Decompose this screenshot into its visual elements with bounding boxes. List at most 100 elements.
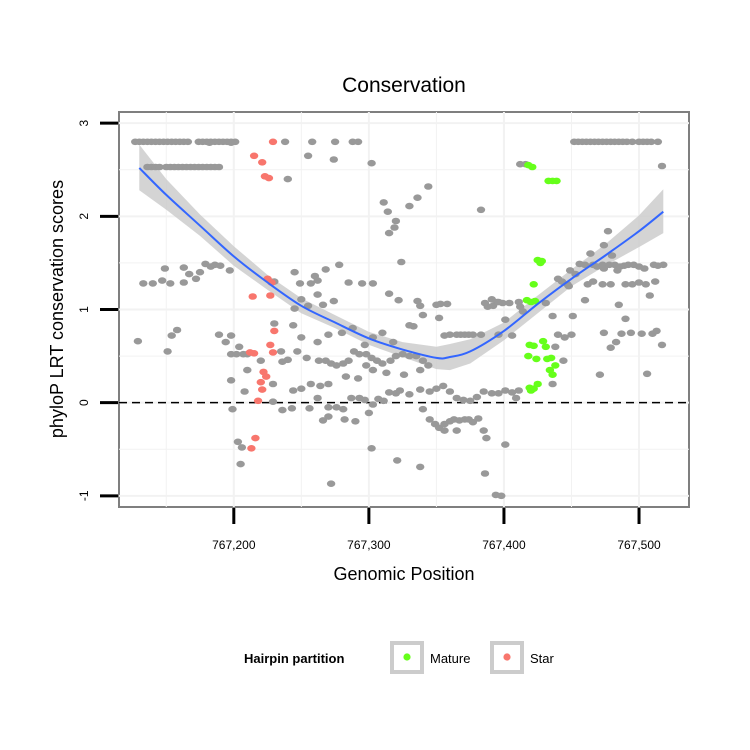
point-other	[283, 175, 292, 183]
point-other	[316, 382, 325, 390]
legend: Hairpin partition Mature Star	[244, 641, 555, 674]
point-other	[276, 348, 286, 355]
point-other	[360, 396, 369, 404]
point-other	[185, 270, 194, 278]
point-other	[494, 390, 503, 397]
point-other	[225, 267, 234, 274]
point-other	[332, 362, 341, 369]
point-other	[139, 280, 148, 287]
point-other	[133, 337, 143, 345]
point-other	[339, 405, 348, 413]
point-other	[416, 366, 425, 374]
point-other	[293, 348, 302, 355]
point-other	[476, 206, 486, 214]
point-other	[321, 266, 330, 273]
point-other	[172, 326, 182, 334]
point-other	[236, 460, 245, 468]
point-mature	[529, 342, 538, 350]
point-other	[166, 280, 175, 287]
point-other	[214, 331, 224, 339]
point-other	[393, 457, 402, 464]
point-other	[514, 387, 523, 394]
point-other	[637, 330, 646, 338]
point-other	[216, 262, 225, 270]
point-mature	[533, 380, 542, 388]
point-other	[389, 338, 398, 346]
point-other	[416, 302, 425, 310]
point-other	[571, 270, 580, 278]
point-other	[634, 279, 644, 286]
point-other	[289, 322, 298, 329]
x-tick-label: 767,200	[212, 538, 256, 552]
point-other	[548, 380, 557, 388]
legend-label-mature: Mature	[430, 651, 470, 666]
point-other	[568, 312, 577, 320]
point-other	[226, 139, 236, 146]
point-other	[278, 358, 287, 366]
x-axis-title: Genomic Position	[333, 564, 474, 584]
point-other	[368, 401, 378, 408]
point-other	[268, 380, 278, 388]
point-other	[306, 380, 315, 388]
point-other	[226, 377, 236, 384]
point-other	[268, 398, 278, 406]
point-mature	[545, 366, 555, 374]
point-other	[226, 332, 236, 339]
point-other	[384, 290, 394, 298]
point-other	[614, 301, 623, 309]
point-other	[459, 396, 468, 404]
point-other	[205, 139, 214, 146]
point-other	[595, 371, 605, 379]
point-other	[383, 208, 392, 215]
point-other	[603, 227, 613, 235]
confidence-band-layer	[139, 144, 664, 371]
point-other	[353, 375, 363, 382]
point-other	[652, 327, 661, 335]
point-star	[247, 445, 256, 452]
point-other	[418, 311, 428, 319]
point-other	[436, 300, 445, 308]
point-other	[418, 405, 428, 413]
point-other	[621, 281, 630, 288]
point-other	[295, 280, 305, 287]
point-other	[278, 406, 287, 414]
point-other	[445, 331, 455, 339]
point-other	[482, 434, 491, 442]
point-other	[290, 305, 299, 312]
point-other	[302, 354, 311, 362]
point-other	[559, 357, 568, 365]
point-other	[160, 265, 170, 272]
point-other	[228, 405, 237, 413]
point-other	[621, 315, 630, 323]
smooth-line-layer	[138, 167, 664, 360]
point-other	[280, 138, 290, 146]
point-star	[266, 292, 275, 299]
point-other	[379, 199, 388, 206]
point-star	[256, 378, 265, 386]
point-other	[335, 261, 344, 269]
point-other	[480, 299, 490, 307]
legend-label-star: Star	[530, 651, 555, 666]
point-mature	[537, 257, 546, 265]
point-other	[240, 388, 249, 395]
smooth-fit-line	[138, 167, 664, 360]
point-other	[368, 366, 378, 374]
point-other	[657, 162, 667, 170]
point-other	[355, 350, 364, 358]
point-mature	[532, 355, 541, 363]
point-other	[432, 385, 441, 393]
point-other	[628, 281, 637, 288]
point-other	[155, 163, 164, 171]
point-star	[253, 397, 263, 405]
point-other	[647, 138, 656, 146]
point-other	[303, 152, 313, 160]
point-mature	[551, 362, 560, 369]
y-tick-label: 2	[77, 213, 91, 220]
point-mature	[552, 177, 561, 185]
y-tick-label: 1	[77, 306, 91, 313]
point-other	[507, 389, 517, 396]
point-other	[497, 492, 506, 500]
point-other	[390, 224, 399, 231]
point-other	[324, 380, 333, 388]
